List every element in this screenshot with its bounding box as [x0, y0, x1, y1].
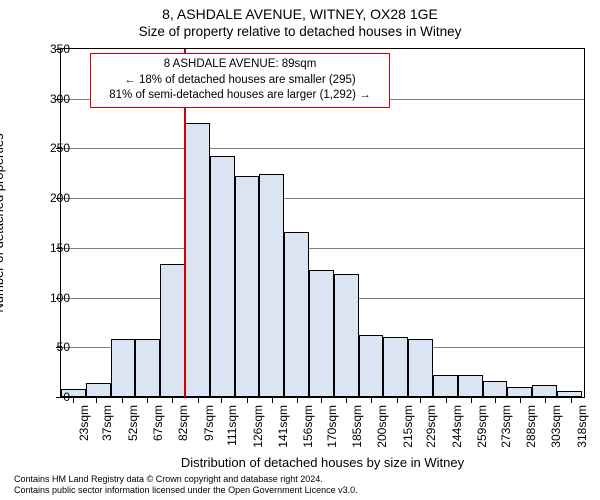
x-tick-label: 273sqm	[499, 405, 513, 448]
x-tick-label: 170sqm	[325, 405, 339, 448]
annotation-line: 8 ASHDALE AVENUE: 89sqm	[99, 57, 381, 73]
annotation-line: ← 18% of detached houses are smaller (29…	[99, 73, 381, 89]
y-tick-label: 200	[30, 191, 70, 205]
x-tick-mark	[397, 398, 398, 403]
x-tick-label: 126sqm	[251, 405, 265, 448]
x-tick-label: 244sqm	[450, 405, 464, 448]
histogram-bar	[408, 339, 433, 397]
annotation-box: 8 ASHDALE AVENUE: 89sqm← 18% of detached…	[90, 53, 390, 108]
x-tick-label: 215sqm	[401, 405, 415, 448]
x-tick-mark	[122, 398, 123, 403]
annotation-line: 81% of semi-detached houses are larger (…	[99, 88, 381, 104]
x-tick-mark	[471, 398, 472, 403]
histogram-bar	[259, 174, 284, 397]
x-tick-mark	[198, 398, 199, 403]
x-axis-title: Distribution of detached houses by size …	[60, 455, 585, 470]
x-tick-label: 303sqm	[549, 405, 563, 448]
x-tick-mark	[221, 398, 222, 403]
x-tick-mark	[321, 398, 322, 403]
y-tick-label: 0	[30, 390, 70, 404]
histogram-bar	[111, 339, 136, 397]
title-main: 8, ASHDALE AVENUE, WITNEY, OX28 1GE	[0, 6, 600, 22]
x-tick-mark	[520, 398, 521, 403]
x-tick-mark	[371, 398, 372, 403]
x-tick-mark	[73, 398, 74, 403]
footer-line-2: Contains public sector information licen…	[14, 485, 358, 496]
title-sub: Size of property relative to detached ho…	[0, 24, 600, 39]
x-tick-label: 52sqm	[126, 405, 140, 441]
histogram-bar	[359, 335, 384, 397]
histogram-bar	[185, 123, 210, 397]
histogram-bar	[135, 339, 160, 397]
x-tick-label: 200sqm	[375, 405, 389, 448]
y-tick-label: 350	[30, 42, 70, 56]
y-tick-label: 150	[30, 241, 70, 255]
x-tick-label: 185sqm	[350, 405, 364, 448]
histogram-bar	[483, 381, 508, 397]
histogram-bar	[235, 176, 260, 397]
y-tick-label: 100	[30, 291, 70, 305]
x-tick-label: 318sqm	[575, 405, 589, 448]
x-tick-mark	[495, 398, 496, 403]
y-tick-label: 300	[30, 92, 70, 106]
histogram-bar	[507, 387, 532, 397]
histogram-bar	[160, 264, 185, 397]
gridline-h	[61, 148, 584, 149]
histogram-bar	[433, 375, 458, 397]
y-tick-label: 50	[30, 340, 70, 354]
x-tick-mark	[247, 398, 248, 403]
histogram-bar	[557, 391, 582, 397]
x-tick-mark	[272, 398, 273, 403]
y-axis-title: Number of detached properties	[0, 133, 6, 312]
x-tick-label: 37sqm	[100, 405, 114, 441]
x-tick-mark	[571, 398, 572, 403]
y-tick-label: 250	[30, 141, 70, 155]
x-tick-label: 23sqm	[77, 405, 91, 441]
x-tick-label: 141sqm	[276, 405, 290, 448]
x-tick-mark	[446, 398, 447, 403]
histogram-bar	[458, 375, 483, 397]
x-tick-mark	[346, 398, 347, 403]
x-tick-mark	[297, 398, 298, 403]
histogram-bar	[383, 337, 408, 397]
gridline-h	[61, 248, 584, 249]
chart-container: 8, ASHDALE AVENUE, WITNEY, OX28 1GE Size…	[0, 0, 600, 500]
x-tick-mark	[147, 398, 148, 403]
x-tick-label: 111sqm	[225, 405, 239, 446]
x-tick-label: 97sqm	[202, 405, 216, 441]
x-tick-label: 67sqm	[151, 405, 165, 441]
x-tick-mark	[172, 398, 173, 403]
histogram-bar	[86, 383, 111, 397]
x-tick-label: 259sqm	[475, 405, 489, 448]
footer: Contains HM Land Registry data © Crown c…	[14, 474, 358, 497]
histogram-bar	[284, 232, 309, 397]
x-tick-label: 229sqm	[424, 405, 438, 448]
x-tick-label: 288sqm	[524, 405, 538, 448]
footer-line-1: Contains HM Land Registry data © Crown c…	[14, 474, 358, 485]
x-tick-mark	[545, 398, 546, 403]
title-block: 8, ASHDALE AVENUE, WITNEY, OX28 1GE Size…	[0, 0, 600, 39]
gridline-h	[61, 198, 584, 199]
x-tick-label: 82sqm	[176, 405, 190, 441]
x-tick-label: 156sqm	[301, 405, 315, 448]
x-tick-mark	[420, 398, 421, 403]
histogram-bar	[334, 274, 359, 397]
x-tick-mark	[96, 398, 97, 403]
histogram-bar	[532, 385, 557, 397]
histogram-bar	[210, 156, 235, 397]
histogram-bar	[309, 270, 334, 397]
